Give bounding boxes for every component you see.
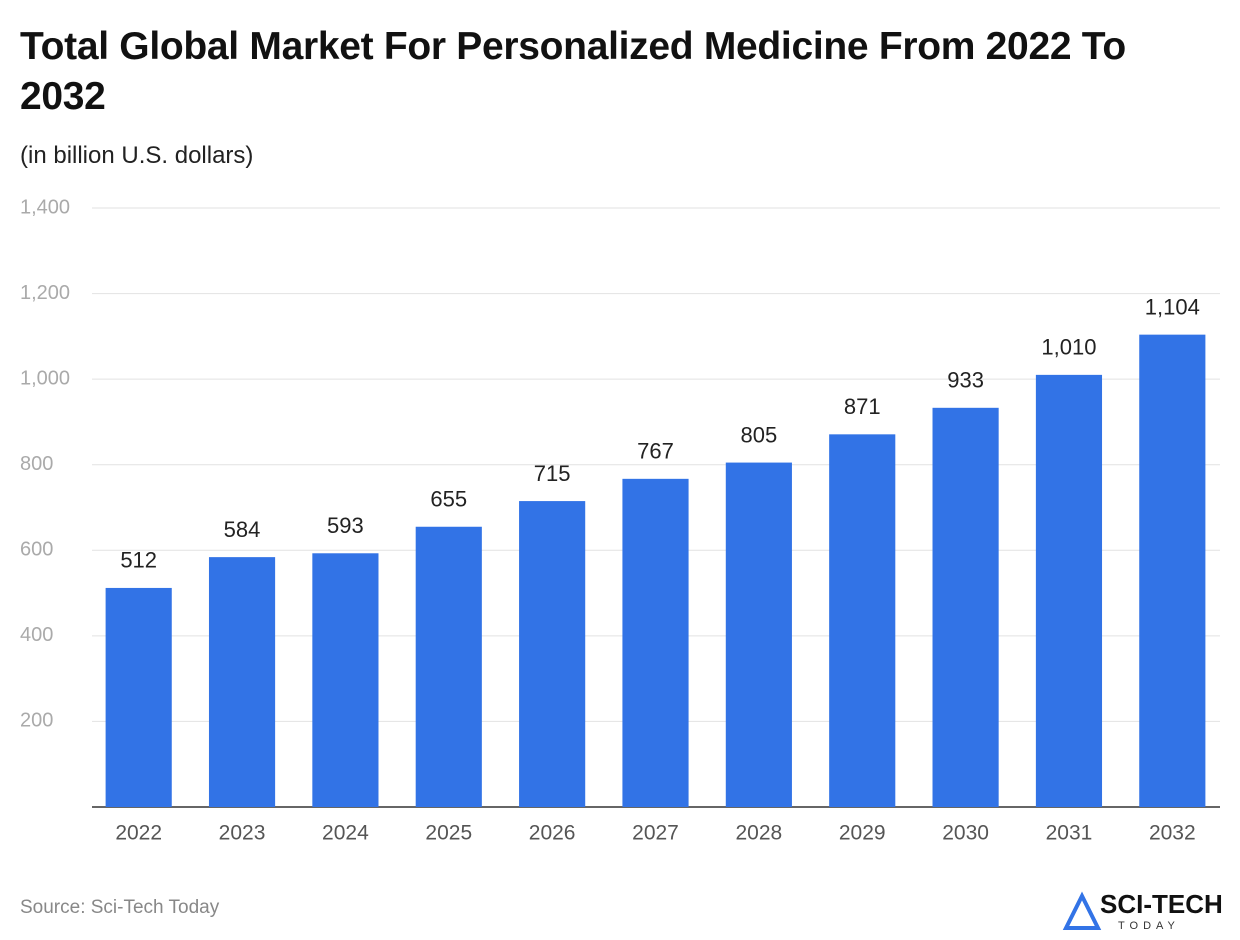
- logo-icon: [1062, 891, 1102, 930]
- y-tick-label: 200: [20, 710, 53, 732]
- value-label: 767: [637, 439, 674, 464]
- x-tick-label: 2032: [1149, 822, 1196, 845]
- logo-name: SCI-TECH: [1100, 889, 1223, 919]
- x-tick-label: 2029: [839, 822, 886, 845]
- bar: [829, 434, 896, 807]
- x-tick-label: 2024: [322, 822, 369, 845]
- y-tick-label: 1,200: [20, 282, 70, 304]
- bar: [415, 526, 482, 807]
- source: Source: Sci-Tech Today: [20, 897, 220, 918]
- value-label: 655: [430, 487, 467, 512]
- value-label: 512: [120, 548, 157, 573]
- y-tick-label: 1,000: [20, 367, 70, 389]
- x-tick-label: 2031: [1046, 822, 1093, 845]
- value-label: 593: [327, 513, 364, 538]
- bar: [312, 553, 379, 807]
- bar: [1035, 374, 1103, 807]
- y-tick-label: 800: [20, 453, 53, 475]
- value-label: 871: [844, 394, 881, 419]
- value-label: 933: [947, 368, 984, 393]
- logo: SCI-TECH TODAY: [1062, 889, 1223, 932]
- bar: [622, 478, 689, 807]
- bar: [932, 407, 999, 807]
- y-tick-label: 600: [20, 539, 53, 561]
- x-tick-label: 2023: [219, 822, 266, 845]
- value-label: 1,010: [1041, 335, 1096, 360]
- value-label: 805: [741, 422, 778, 447]
- value-label: 1,104: [1145, 294, 1200, 319]
- value-label: 584: [224, 517, 261, 542]
- x-tick-label: 2030: [942, 822, 989, 845]
- x-tick-label: 2027: [632, 822, 679, 845]
- chart-title: Total Global Market For Personalized Med…: [20, 25, 1126, 118]
- x-tick-label: 2028: [736, 822, 783, 845]
- logo-tagline: TODAY: [1118, 920, 1180, 932]
- value-label: 715: [534, 461, 571, 486]
- bar: [208, 557, 276, 807]
- x-tick-label: 2025: [425, 822, 472, 845]
- x-tick-label: 2026: [529, 822, 576, 845]
- bar: [105, 587, 172, 807]
- bar: [725, 462, 792, 807]
- chart-subtitle: (in billion U.S. dollars): [20, 142, 254, 169]
- y-tick-label: 1,400: [20, 196, 70, 218]
- bar: [1139, 334, 1206, 807]
- x-tick-label: 2022: [115, 822, 162, 845]
- bar: [519, 501, 586, 807]
- y-tick-label: 400: [20, 624, 53, 646]
